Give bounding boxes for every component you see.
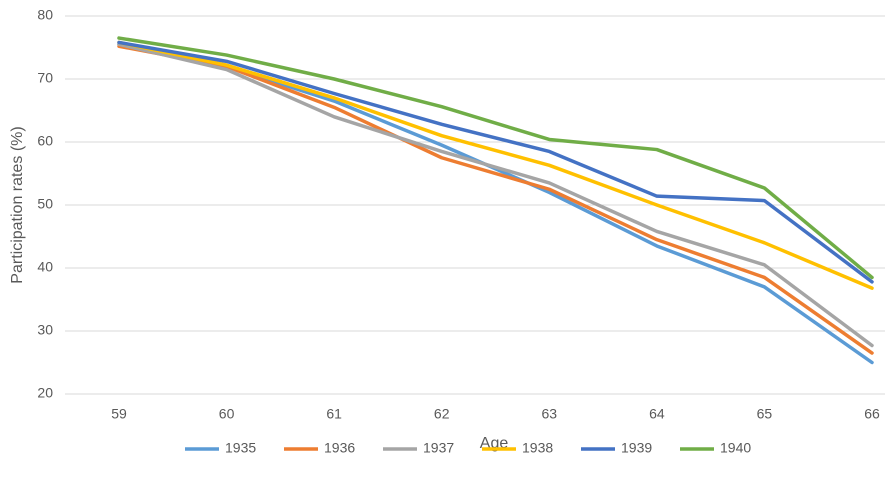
legend-label: 1939 (621, 440, 652, 456)
series-line (117, 36, 874, 280)
y-tick-label: 20 (37, 385, 53, 401)
x-tick-label: 59 (111, 406, 127, 422)
legend-label: 1940 (720, 440, 751, 456)
x-tick-label: 63 (541, 406, 557, 422)
y-tick-label: 30 (37, 322, 53, 338)
x-tick-label: 66 (864, 406, 880, 422)
series-line (117, 40, 874, 290)
series-line (117, 40, 874, 284)
x-tick-label: 65 (757, 406, 773, 422)
x-tick-label: 61 (326, 406, 342, 422)
y-tick-label: 40 (37, 259, 53, 275)
legend-label: 1938 (522, 440, 553, 456)
legend-label: 1937 (423, 440, 454, 456)
y-tick-label: 50 (37, 196, 53, 212)
y-tick-label: 70 (37, 70, 53, 86)
x-tick-label: 62 (434, 406, 450, 422)
y-axis-title: Participation rates (%) (9, 126, 26, 283)
legend-label: 1936 (324, 440, 355, 456)
legend-label: 1935 (225, 440, 256, 456)
series-line (117, 42, 874, 365)
series-line (117, 44, 874, 355)
y-tick-label: 60 (37, 133, 53, 149)
x-tick-label: 60 (219, 406, 235, 422)
y-tick-label: 80 (37, 7, 53, 23)
series-line (117, 42, 874, 348)
x-tick-label: 64 (649, 406, 665, 422)
